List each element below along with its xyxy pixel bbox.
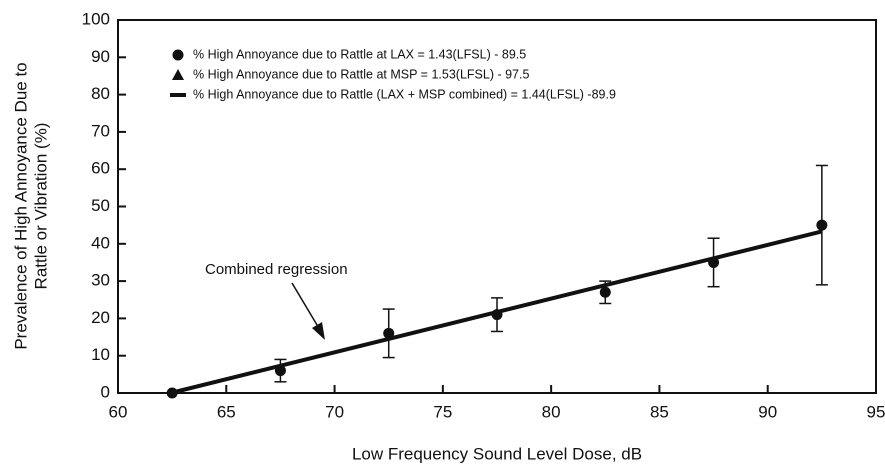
x-tick-label: 85 bbox=[650, 402, 669, 421]
y-tick-label: 20 bbox=[91, 308, 110, 327]
legend-label: % High Annoyance due to Rattle at LAX = … bbox=[193, 47, 526, 61]
point bbox=[383, 327, 395, 339]
legend-marker bbox=[172, 49, 184, 61]
annotation-arrow bbox=[291, 282, 321, 331]
point bbox=[599, 286, 611, 298]
y-tick-label: 100 bbox=[82, 9, 110, 28]
y-tick-label: 0 bbox=[101, 382, 110, 401]
annotation-arrowhead bbox=[312, 322, 325, 340]
x-tick-label: 90 bbox=[758, 402, 777, 421]
regression-line bbox=[171, 229, 823, 395]
y-tick-label: 40 bbox=[91, 233, 110, 252]
y-tick-label: 30 bbox=[91, 271, 110, 290]
x-tick-label: 60 bbox=[109, 402, 128, 421]
y-tick-label: 90 bbox=[91, 47, 110, 66]
x-axis-title: Low Frequency Sound Level Dose, dB bbox=[352, 444, 642, 463]
y-tick-label: 80 bbox=[91, 84, 110, 103]
x-tick-label: 95 bbox=[867, 402, 885, 421]
x-tick-label: 75 bbox=[433, 402, 452, 421]
legend-label: % High Annoyance due to Rattle at MSP = … bbox=[193, 67, 529, 81]
x-tick-label: 70 bbox=[325, 402, 344, 421]
y-axis-title: Prevalence of High Annoyance Due to bbox=[11, 62, 30, 349]
y-tick-label: 70 bbox=[91, 121, 110, 140]
x-tick-label: 80 bbox=[542, 402, 561, 421]
annotation: Combined regression bbox=[205, 261, 348, 278]
y-tick-label: 10 bbox=[91, 345, 110, 364]
y-tick-label: 50 bbox=[91, 196, 110, 215]
point bbox=[816, 219, 828, 231]
y-tick-label: 60 bbox=[91, 159, 110, 178]
legend-label: % High Annoyance due to Rattle (LAX + MS… bbox=[193, 87, 616, 101]
x-tick-label: 65 bbox=[217, 402, 236, 421]
y-axis-title: Rattle or Vibration (%) bbox=[31, 123, 50, 290]
legend-marker bbox=[172, 69, 184, 80]
